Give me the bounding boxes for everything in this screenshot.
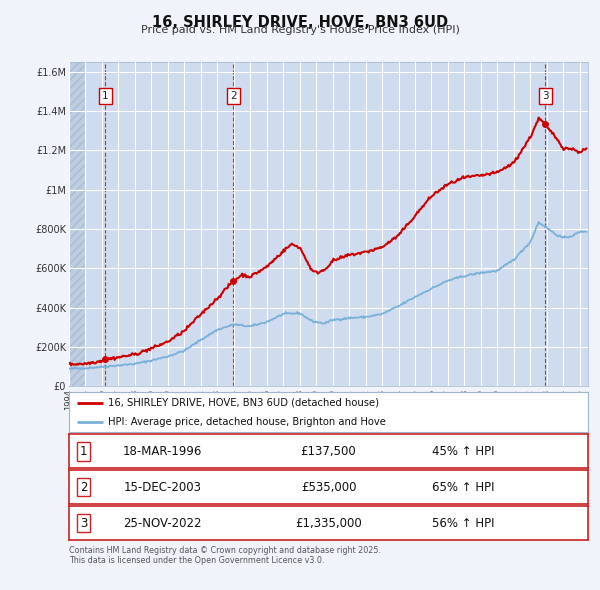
Text: 3: 3 xyxy=(542,91,548,101)
Text: 16, SHIRLEY DRIVE, HOVE, BN3 6UD (detached house): 16, SHIRLEY DRIVE, HOVE, BN3 6UD (detach… xyxy=(108,398,379,408)
Text: 16, SHIRLEY DRIVE, HOVE, BN3 6UD: 16, SHIRLEY DRIVE, HOVE, BN3 6UD xyxy=(152,15,448,30)
Text: £535,000: £535,000 xyxy=(301,480,356,494)
Text: 65% ↑ HPI: 65% ↑ HPI xyxy=(432,480,494,494)
Text: 1: 1 xyxy=(80,444,87,458)
Text: 25-NOV-2022: 25-NOV-2022 xyxy=(123,516,202,530)
Text: 1: 1 xyxy=(102,91,109,101)
Text: 56% ↑ HPI: 56% ↑ HPI xyxy=(432,516,494,530)
Text: £137,500: £137,500 xyxy=(301,444,356,458)
Text: £1,335,000: £1,335,000 xyxy=(295,516,362,530)
Text: Price paid vs. HM Land Registry's House Price Index (HPI): Price paid vs. HM Land Registry's House … xyxy=(140,25,460,35)
Text: Contains HM Land Registry data © Crown copyright and database right 2025.
This d: Contains HM Land Registry data © Crown c… xyxy=(69,546,381,565)
Text: 15-DEC-2003: 15-DEC-2003 xyxy=(124,480,202,494)
Text: 2: 2 xyxy=(230,91,236,101)
Text: 3: 3 xyxy=(80,516,87,530)
Text: HPI: Average price, detached house, Brighton and Hove: HPI: Average price, detached house, Brig… xyxy=(108,417,386,427)
Text: 18-MAR-1996: 18-MAR-1996 xyxy=(123,444,202,458)
Text: 45% ↑ HPI: 45% ↑ HPI xyxy=(432,444,494,458)
Text: 2: 2 xyxy=(80,480,87,494)
Bar xyxy=(69,62,85,386)
